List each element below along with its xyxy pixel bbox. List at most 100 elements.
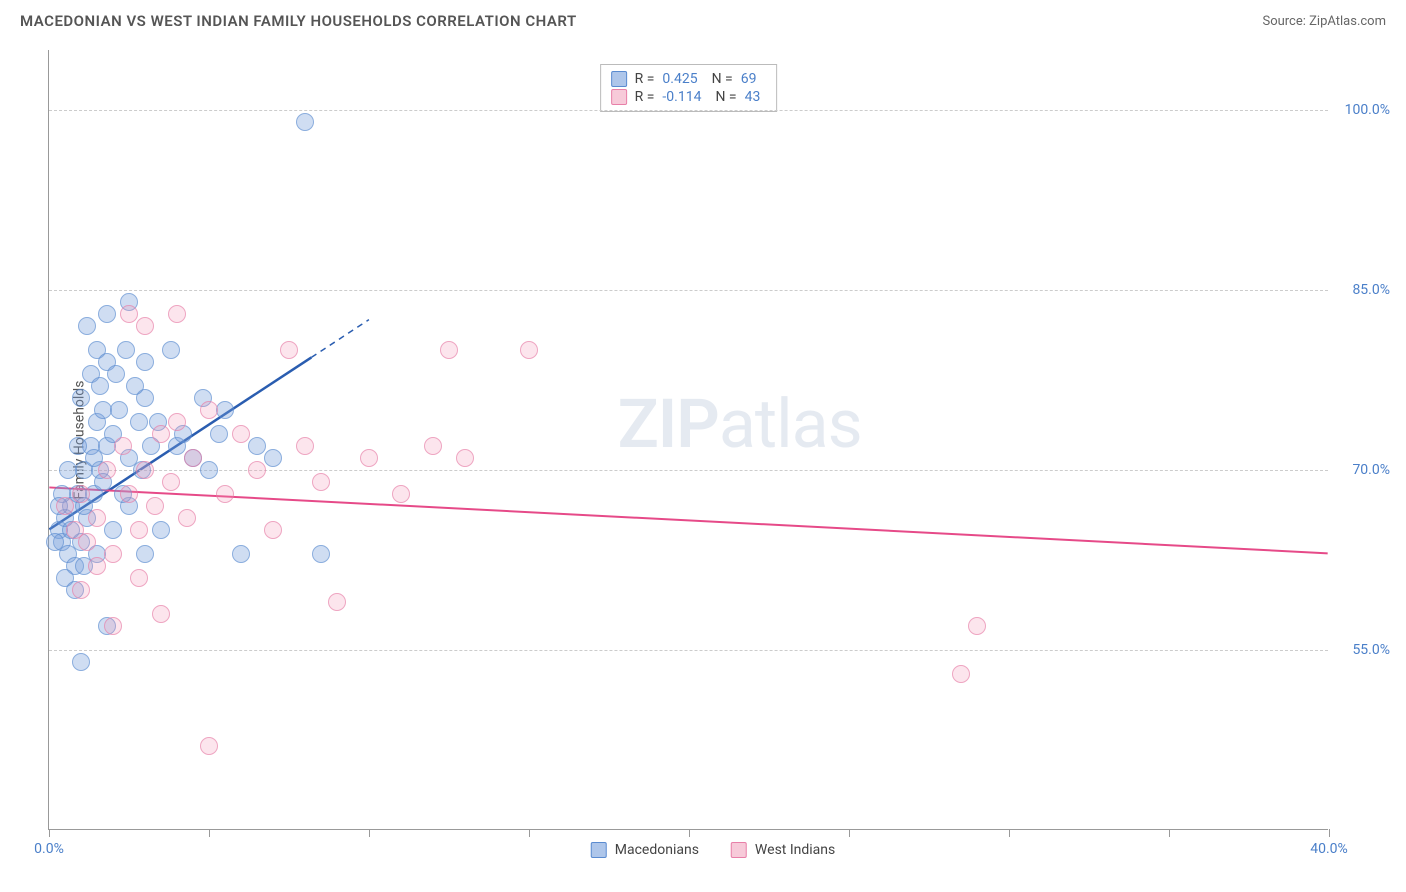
- scatter-point: [968, 617, 986, 635]
- scatter-point: [98, 461, 116, 479]
- series-legend: Macedonians West Indians: [591, 842, 836, 858]
- y-tick-label: 55.0%: [1352, 642, 1390, 658]
- scatter-point: [88, 509, 106, 527]
- scatter-point: [392, 485, 410, 503]
- scatter-point: [248, 437, 266, 455]
- scatter-point: [98, 305, 116, 323]
- x-tick: [529, 829, 530, 837]
- scatter-point: [200, 737, 218, 755]
- scatter-point: [91, 377, 109, 395]
- chart-header: MACEDONIAN VS WEST INDIAN FAMILY HOUSEHO…: [0, 0, 1406, 38]
- scatter-point: [178, 509, 196, 527]
- scatter-point: [232, 425, 250, 443]
- scatter-point: [216, 401, 234, 419]
- scatter-point: [114, 437, 132, 455]
- scatter-point: [72, 485, 90, 503]
- scatter-point: [184, 449, 202, 467]
- scatter-point: [72, 653, 90, 671]
- chart-title: MACEDONIAN VS WEST INDIAN FAMILY HOUSEHO…: [20, 12, 577, 30]
- swatch-icon: [591, 842, 607, 858]
- scatter-point: [104, 617, 122, 635]
- y-tick-label: 100.0%: [1345, 102, 1390, 118]
- x-tick: [1329, 829, 1330, 837]
- scatter-point: [136, 353, 154, 371]
- scatter-point: [152, 605, 170, 623]
- swatch-icon: [611, 89, 627, 105]
- scatter-point: [456, 449, 474, 467]
- scatter-point: [104, 521, 122, 539]
- y-tick-label: 70.0%: [1352, 462, 1390, 478]
- legend-item: Macedonians: [591, 842, 699, 858]
- scatter-point: [232, 545, 250, 563]
- scatter-point: [136, 545, 154, 563]
- scatter-point: [210, 425, 228, 443]
- scatter-point: [280, 341, 298, 359]
- scatter-point: [520, 341, 538, 359]
- source-attribution: Source: ZipAtlas.com: [1262, 14, 1386, 29]
- scatter-point: [136, 461, 154, 479]
- scatter-point: [168, 305, 186, 323]
- scatter-point: [130, 521, 148, 539]
- scatter-point: [168, 413, 186, 431]
- scatter-point: [424, 437, 442, 455]
- plot-area: ZIPatlas R = 0.425 N = 69 R = -0.114 N =…: [48, 50, 1328, 830]
- scatter-point: [110, 401, 128, 419]
- scatter-point: [296, 113, 314, 131]
- scatter-point: [56, 497, 74, 515]
- correlation-row: R = 0.425 N = 69: [611, 70, 767, 88]
- scatter-point: [248, 461, 266, 479]
- x-tick: [49, 829, 50, 837]
- x-tick: [1009, 829, 1010, 837]
- x-tick: [689, 829, 690, 837]
- scatter-point: [162, 473, 180, 491]
- gridline: [49, 650, 1328, 651]
- scatter-point: [952, 665, 970, 683]
- x-tick: [369, 829, 370, 837]
- scatter-point: [88, 557, 106, 575]
- legend-label: West Indians: [755, 842, 835, 858]
- x-tick-label: 0.0%: [34, 841, 64, 857]
- scatter-point: [120, 305, 138, 323]
- legend-item: West Indians: [731, 842, 835, 858]
- scatter-point: [104, 545, 122, 563]
- scatter-point: [152, 521, 170, 539]
- x-tick: [849, 829, 850, 837]
- scatter-point: [360, 449, 378, 467]
- scatter-point: [162, 341, 180, 359]
- gridline: [49, 110, 1328, 111]
- scatter-point: [130, 413, 148, 431]
- chart-container: Family Households ZIPatlas R = 0.425 N =…: [48, 50, 1378, 830]
- x-tick: [209, 829, 210, 837]
- correlation-legend: R = 0.425 N = 69 R = -0.114 N = 43: [600, 64, 778, 112]
- scatter-point: [264, 521, 282, 539]
- x-tick: [1169, 829, 1170, 837]
- scatter-point: [216, 485, 234, 503]
- correlation-row: R = -0.114 N = 43: [611, 88, 767, 106]
- scatter-point: [69, 437, 87, 455]
- scatter-point: [59, 461, 77, 479]
- scatter-point: [328, 593, 346, 611]
- scatter-point: [46, 533, 64, 551]
- swatch-icon: [611, 71, 627, 87]
- scatter-point: [126, 377, 144, 395]
- source-link[interactable]: ZipAtlas.com: [1309, 14, 1386, 29]
- scatter-point: [200, 461, 218, 479]
- scatter-point: [146, 497, 164, 515]
- scatter-point: [440, 341, 458, 359]
- scatter-point: [136, 317, 154, 335]
- legend-label: Macedonians: [615, 842, 699, 858]
- scatter-point: [152, 425, 170, 443]
- scatter-point: [78, 317, 96, 335]
- scatter-point: [130, 569, 148, 587]
- scatter-point: [312, 473, 330, 491]
- swatch-icon: [731, 842, 747, 858]
- scatter-point: [200, 401, 218, 419]
- x-tick-label: 40.0%: [1310, 841, 1348, 857]
- scatter-point: [78, 533, 96, 551]
- gridline: [49, 470, 1328, 471]
- scatter-point: [107, 365, 125, 383]
- scatter-point: [117, 341, 135, 359]
- watermark: ZIPatlas: [618, 384, 862, 464]
- scatter-point: [312, 545, 330, 563]
- gridline: [49, 290, 1328, 291]
